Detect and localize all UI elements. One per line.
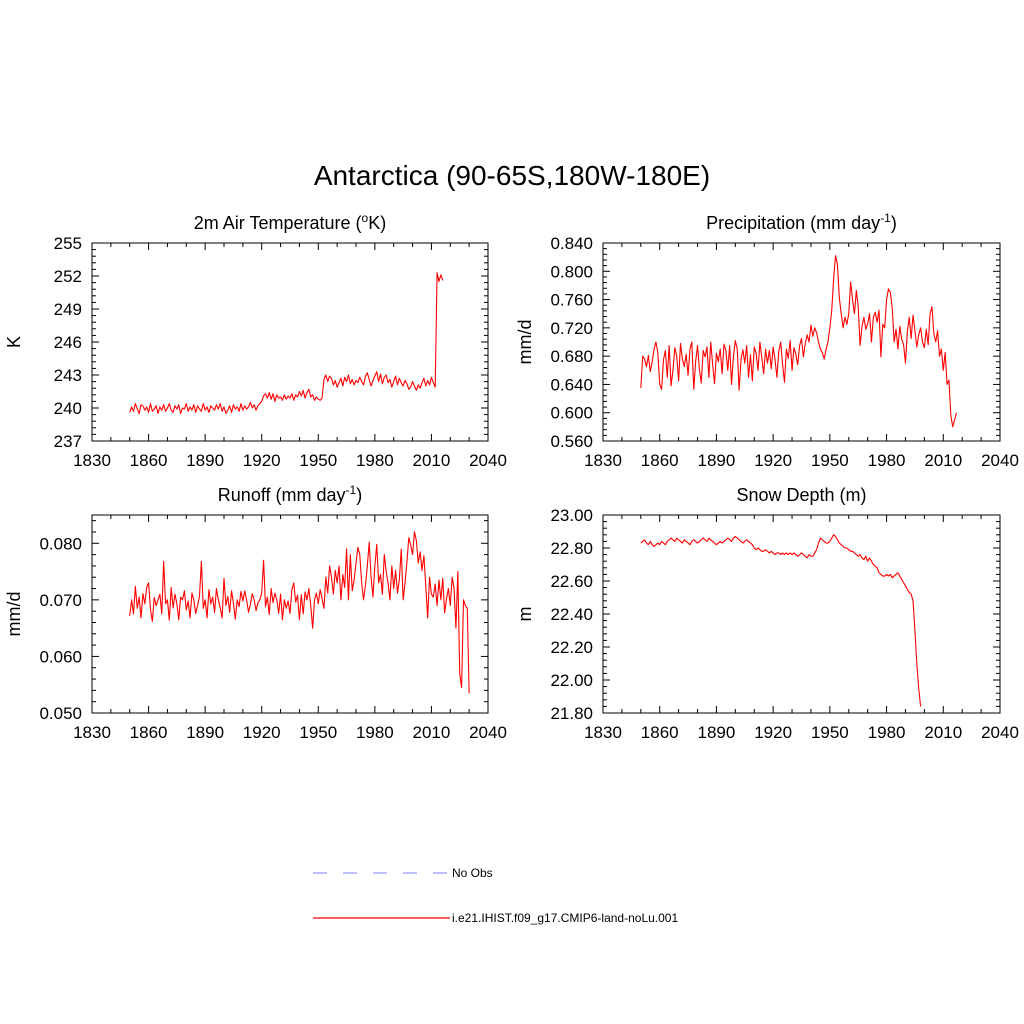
air-temperature-xtick-label: 2010 <box>413 451 451 470</box>
snow-depth-ytick-label: 22.40 <box>550 605 593 624</box>
runoff-xtick-label: 2010 <box>413 723 451 742</box>
air-temperature-xtick-label: 1860 <box>130 451 168 470</box>
air-temperature-ytick-label: 243 <box>54 366 82 385</box>
runoff-panel-title: Runoff (mm day-1) <box>218 483 362 505</box>
air-temperature-xtick-label: 1920 <box>243 451 281 470</box>
runoff-xtick-label: 1920 <box>243 723 281 742</box>
snow-depth-xtick-label: 1980 <box>868 723 906 742</box>
page-title: Antarctica (90-65S,180W-180E) <box>313 160 711 191</box>
snow-depth-xtick-label: 1830 <box>584 723 622 742</box>
precipitation-ytick-label: 0.840 <box>550 234 593 253</box>
air-temperature-ytick-label: 255 <box>54 234 82 253</box>
snow-depth-ytick-label: 22.60 <box>550 572 593 591</box>
panel-air-temperature: 1830 1860 1890 1920 1950 1980 2010 2040 237 240 24… <box>4 211 507 470</box>
precipitation-xtick-label: 1890 <box>698 451 736 470</box>
snow-depth-ytick-label: 22.00 <box>550 671 593 690</box>
snow-depth-xtick-label: 1890 <box>698 723 736 742</box>
runoff-ylabel: mm/d <box>4 592 24 637</box>
runoff-xtick-label: 1890 <box>186 723 224 742</box>
air-temperature-xtick-label: 1890 <box>186 451 224 470</box>
snow-depth-panel-title: Snow Depth (m) <box>736 485 866 505</box>
precipitation-plot-frame <box>602 242 1001 442</box>
panel-runoff: 1830 1860 1890 1920 1950 1980 2010 2040 0.050 0.0… <box>4 483 507 742</box>
air-temperature-series-line <box>129 272 444 415</box>
precipitation-panel-title: Precipitation (mm day-1) <box>706 211 897 233</box>
snow-depth-ylabel: m <box>515 607 535 622</box>
panel-precipitation: 1830 1860 1890 1920 1950 1980 2010 2040 0.560 0.6… <box>515 211 1019 470</box>
legend-model-label: i.e21.IHIST.f09_g17.CMIP6-land-noLu.001 <box>452 911 678 925</box>
precipitation-ytick-label: 0.800 <box>550 262 593 281</box>
precipitation-xtick-label: 1980 <box>868 451 906 470</box>
runoff-xtick-label: 1980 <box>356 723 394 742</box>
snow-depth-series-line <box>640 534 922 707</box>
panel-snow-depth: 1830 1860 1890 1920 1950 1980 2010 2040 21.80 22.… <box>515 485 1019 742</box>
runoff-ytick-label: 0.060 <box>39 647 82 666</box>
air-temperature-xtick-label: 1950 <box>299 451 337 470</box>
precipitation-ytick-label: 0.640 <box>550 375 593 394</box>
precipitation-xtick-label: 2010 <box>924 451 962 470</box>
air-temperature-panel-title: 2m Air Temperature (oK) <box>194 211 386 233</box>
air-temperature-plot-frame <box>91 242 489 442</box>
air-temperature-ytick-label: 249 <box>54 300 82 319</box>
snow-depth-xtick-label: 1950 <box>811 723 849 742</box>
snow-depth-ytick-label: 23.00 <box>550 506 593 525</box>
runoff-ytick-label: 0.050 <box>39 704 82 723</box>
precipitation-ytick-label: 0.760 <box>550 291 593 310</box>
precipitation-ytick-label: 0.720 <box>550 319 593 338</box>
legend-obs-label: No Obs <box>452 866 493 880</box>
snow-depth-ytick-label: 22.80 <box>550 539 593 558</box>
air-temperature-ylabel: K <box>4 336 24 348</box>
runoff-series-line <box>129 531 470 694</box>
precipitation-ytick-label: 0.560 <box>550 432 593 451</box>
runoff-xtick-label: 2040 <box>469 723 507 742</box>
precipitation-ylabel: mm/d <box>515 320 535 365</box>
precipitation-xtick-label: 1830 <box>584 451 622 470</box>
precipitation-ytick-label: 0.600 <box>550 404 593 423</box>
snow-depth-xtick-label: 2010 <box>924 723 962 742</box>
legend: No Obs i.e21.IHIST.f09_g17.CMIP6-land-no… <box>313 866 678 925</box>
air-temperature-ytick-label: 240 <box>54 399 82 418</box>
air-temperature-ytick-label: 237 <box>54 432 82 451</box>
air-temperature-ytick-label: 246 <box>54 333 82 352</box>
precipitation-series-line <box>640 255 958 428</box>
air-temperature-xtick-label: 2040 <box>469 451 507 470</box>
precipitation-xtick-label: 1920 <box>754 451 792 470</box>
air-temperature-ytick-label: 252 <box>54 267 82 286</box>
precipitation-xtick-label: 1950 <box>811 451 849 470</box>
snow-depth-xtick-label: 2040 <box>981 723 1019 742</box>
runoff-xtick-label: 1830 <box>73 723 111 742</box>
runoff-ytick-label: 0.080 <box>39 534 82 553</box>
precipitation-xtick-label: 1860 <box>641 451 679 470</box>
runoff-xtick-label: 1950 <box>299 723 337 742</box>
air-temperature-xtick-label: 1980 <box>356 451 394 470</box>
snow-depth-ytick-label: 21.80 <box>550 704 593 723</box>
precipitation-xtick-label: 2040 <box>981 451 1019 470</box>
snow-depth-xtick-label: 1920 <box>754 723 792 742</box>
snow-depth-ytick-label: 22.20 <box>550 638 593 657</box>
runoff-xtick-label: 1860 <box>130 723 168 742</box>
precipitation-ytick-label: 0.680 <box>550 347 593 366</box>
runoff-plot-frame <box>91 514 489 714</box>
runoff-ytick-label: 0.070 <box>39 591 82 610</box>
air-temperature-xtick-label: 1830 <box>73 451 111 470</box>
snow-depth-plot-frame <box>602 514 1001 714</box>
snow-depth-xtick-label: 1860 <box>641 723 679 742</box>
